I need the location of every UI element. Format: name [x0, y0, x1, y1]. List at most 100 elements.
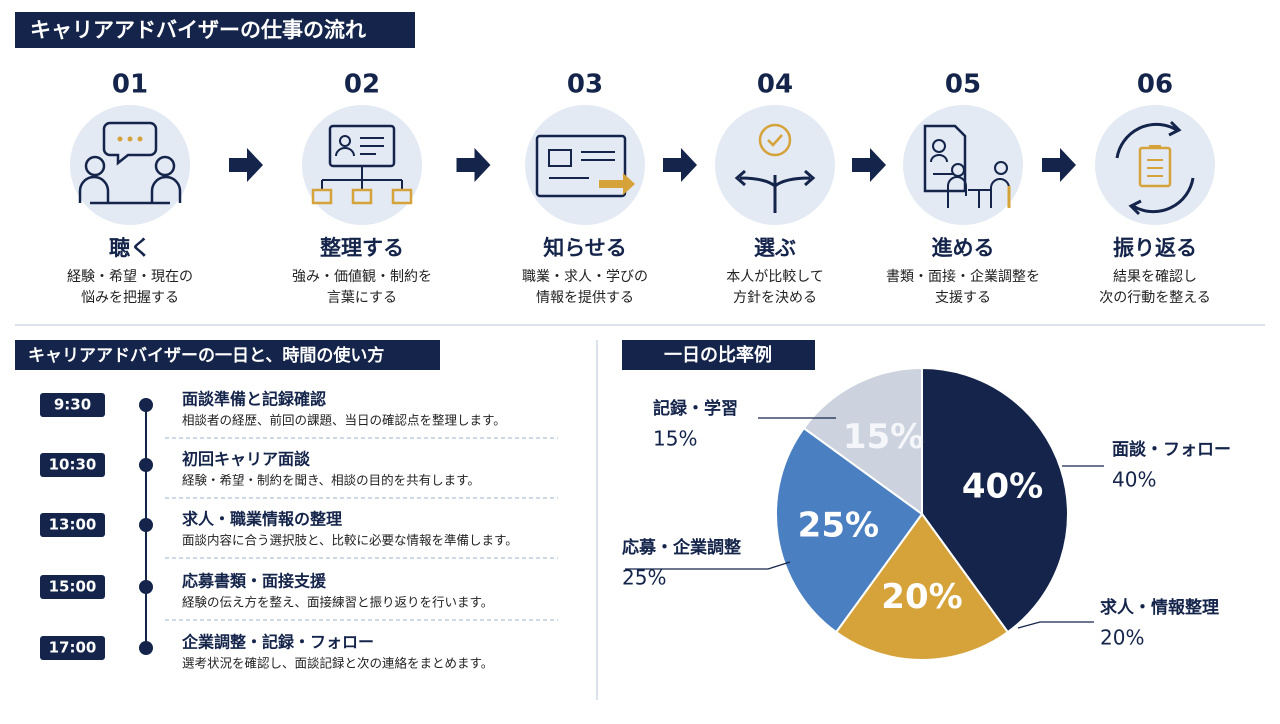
step-desc: 本人が比較して [726, 269, 824, 285]
time-box [40, 513, 105, 537]
legend-label: 応募・企業調整 [622, 537, 741, 558]
pie-slice [921, 366, 1069, 634]
timeline-item-title: 面談準備と記録確認 [182, 390, 326, 409]
arrow [852, 148, 886, 182]
page-title: キャリアアドバイザーの仕事の流れ [30, 18, 366, 42]
slice-label: 25% [798, 506, 879, 546]
step-icon [535, 134, 635, 198]
step-desc: 悩みを把握する [81, 290, 179, 306]
timeline-item-title: 初回キャリア面談 [182, 450, 311, 469]
timeline-dot [139, 458, 153, 472]
icon [549, 151, 615, 179]
timeline-item-title: 企業調整・記録・フォロー [181, 633, 374, 652]
step-circle [70, 105, 190, 225]
timeline-title-box [15, 340, 440, 370]
step-desc: 次の行動を整える [1099, 290, 1211, 306]
icon [78, 175, 182, 205]
time-label: 13:00 [49, 516, 97, 534]
legend-label: 面談・フォロー [1112, 439, 1231, 460]
legend-value: 40% [1112, 468, 1156, 492]
timeline-dot [139, 518, 153, 532]
icon [391, 188, 413, 205]
step-desc: 強み・価値観・制約を [292, 268, 432, 285]
step-desc: 結果を確認し [1113, 269, 1197, 285]
timeline-dot [139, 641, 153, 655]
slice-label: 40% [962, 466, 1043, 506]
icon [117, 136, 123, 142]
legend-label: 求人・情報整理 [1100, 597, 1219, 618]
icon [758, 123, 792, 157]
step-icon [734, 123, 816, 213]
icon [1147, 145, 1163, 177]
timeline-item-title: 応募書類・面接支援 [182, 572, 327, 591]
step-title: 選ぶ [754, 236, 796, 260]
step-desc: 書類・面接・企業調整を [886, 268, 1040, 285]
icon [932, 139, 946, 153]
icon [930, 154, 953, 175]
arrow [229, 148, 263, 182]
icon [321, 137, 403, 190]
timeline-dot [139, 580, 153, 594]
time-label: 17:00 [49, 639, 97, 657]
timeline-item-desc: 相談者の経歴、前回の課題、当日の確認点を整理します。 [182, 413, 506, 428]
arrow [456, 148, 491, 182]
timeline-item-desc: 経験・希望・制約を聞き、相談の目的を共有します。 [182, 473, 480, 488]
icon [1115, 122, 1195, 214]
step-number: 02 [344, 70, 380, 100]
time-box [40, 575, 105, 599]
timeline-item-desc: 経験の伝え方を整え、面接練習と振り返りを行います。 [182, 595, 493, 610]
step-circle [525, 105, 645, 225]
arrow [1042, 148, 1076, 182]
time-label: 15:00 [49, 578, 97, 596]
icon [137, 136, 143, 142]
step-circle [903, 105, 1023, 225]
slice-label: 15% [843, 417, 924, 457]
icon [951, 163, 965, 177]
time-label: 9:30 [54, 396, 91, 414]
time-box [40, 636, 105, 660]
legend-value: 15% [653, 427, 697, 451]
step-icon [311, 124, 413, 205]
step-number: 05 [945, 70, 981, 100]
time-box [40, 453, 105, 477]
icon [1128, 120, 1182, 216]
step-number: 06 [1137, 70, 1173, 100]
icon [535, 134, 627, 198]
step-desc: 職業・求人・学びの [522, 269, 648, 285]
pie-slice [802, 366, 923, 516]
timeline-title: キャリアアドバイザーの一日と、時間の使い方 [28, 345, 384, 366]
timeline-item-desc: 面談内容に合う選択肢と、比較に必要な情報を準備します。 [182, 533, 518, 548]
legend-value: 20% [1100, 626, 1144, 650]
arrow [663, 148, 697, 182]
legend-label: 記録・学習 [653, 398, 738, 419]
icon [947, 176, 1010, 208]
icon [102, 121, 158, 166]
icon [154, 155, 176, 177]
timeline-dot [139, 398, 153, 412]
icon [311, 188, 333, 205]
step-icon [923, 124, 1011, 208]
step-desc: 情報を提供する [536, 290, 634, 306]
timeline-item-title: 求人・職業情報の整理 [182, 510, 342, 529]
icon [1138, 146, 1172, 188]
icon [84, 155, 106, 177]
time-box [40, 393, 105, 417]
pie-slice [775, 426, 924, 634]
timeline-item-desc: 選考状況を確認し、面談記録と次の連絡をまとめます。 [182, 656, 493, 671]
chart-title: 一日の比率例 [664, 344, 772, 366]
icon [127, 136, 133, 142]
icon [351, 188, 373, 205]
icon [734, 169, 816, 213]
chart-title-box [622, 340, 815, 370]
step-circle [715, 105, 835, 225]
step-title: 振り返る [1113, 236, 1197, 260]
pie-slice [834, 512, 1010, 661]
step-icon [1115, 120, 1195, 216]
icon [599, 173, 635, 195]
step-title: 整理する [320, 236, 404, 260]
slice-label: 20% [881, 577, 962, 617]
step-desc: 方針を決める [733, 290, 817, 306]
icon [923, 124, 967, 193]
